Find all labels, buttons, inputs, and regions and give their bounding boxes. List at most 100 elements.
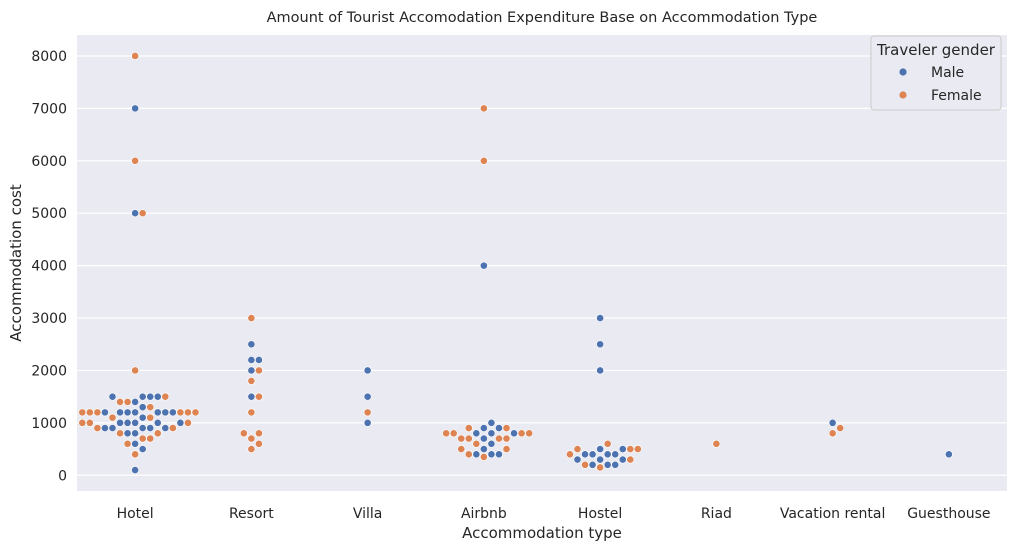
y-tick-label: 8000 xyxy=(31,49,67,65)
data-point-male xyxy=(247,366,256,375)
data-point-male xyxy=(138,413,147,422)
data-point-female xyxy=(247,445,256,453)
x-tick-label: Villa xyxy=(353,506,383,522)
x-tick-label: Vacation rental xyxy=(780,506,886,522)
data-point-male xyxy=(472,429,481,438)
data-point-female xyxy=(247,314,256,322)
data-point-female xyxy=(184,418,192,427)
data-point-male xyxy=(588,450,597,459)
data-point-male xyxy=(131,466,140,474)
data-point-male xyxy=(131,104,140,113)
data-point-female xyxy=(633,445,642,453)
y-tick-label: 3000 xyxy=(31,311,67,327)
data-point-female xyxy=(479,156,488,165)
data-point-male xyxy=(138,403,147,412)
y-axis-title: Accommodation cost xyxy=(7,184,25,342)
y-tick-label: 2000 xyxy=(31,363,67,379)
data-point-male xyxy=(611,460,620,469)
x-tick-label: Guesthouse xyxy=(907,506,990,522)
data-point-male xyxy=(247,356,256,364)
data-point-female xyxy=(472,439,481,448)
data-point-female xyxy=(85,408,94,417)
data-point-female xyxy=(566,450,574,459)
legend: Traveler gender Male Female xyxy=(870,35,1002,111)
data-point-female xyxy=(138,434,147,443)
data-point-female xyxy=(116,429,124,438)
data-point-female xyxy=(131,450,140,459)
data-point-male xyxy=(603,450,612,459)
data-point-female xyxy=(93,424,102,433)
data-point-male xyxy=(596,340,605,349)
data-point-female xyxy=(239,429,248,438)
data-point-male xyxy=(101,408,109,417)
data-point-male xyxy=(479,424,488,433)
data-point-female xyxy=(131,156,140,165)
data-point-female xyxy=(78,408,87,417)
data-point-female xyxy=(255,429,263,438)
data-point-female xyxy=(712,439,721,448)
data-point-male xyxy=(487,439,496,448)
data-point-female xyxy=(176,408,185,417)
data-point-female xyxy=(93,408,102,417)
data-point-male xyxy=(596,455,605,464)
y-tick-label: 1000 xyxy=(31,416,67,432)
data-point-male xyxy=(573,455,582,464)
data-point-female xyxy=(168,424,177,433)
data-point-male xyxy=(146,392,155,401)
data-point-male xyxy=(153,418,162,427)
data-point-female xyxy=(131,366,140,375)
x-tick-label: Resort xyxy=(229,506,274,522)
data-point-male xyxy=(131,439,140,448)
data-point-male xyxy=(944,450,953,459)
data-point-female xyxy=(191,408,200,417)
data-point-female xyxy=(581,460,589,469)
data-point-male xyxy=(161,424,170,433)
data-point-male xyxy=(596,445,605,453)
data-point-male xyxy=(596,314,605,322)
x-axis-title: Accommodation type xyxy=(462,524,622,542)
data-point-male xyxy=(487,450,496,459)
data-point-female xyxy=(457,434,466,443)
data-point-female xyxy=(603,439,612,448)
data-point-female xyxy=(123,397,132,406)
data-point-male xyxy=(510,429,518,438)
data-point-female xyxy=(247,408,256,417)
data-point-female xyxy=(78,418,87,427)
data-point-female xyxy=(464,424,473,433)
data-point-male xyxy=(363,392,372,401)
data-point-male xyxy=(131,209,140,218)
data-point-male xyxy=(472,450,481,459)
x-tick-label: Hostel xyxy=(578,506,622,522)
x-tick-label: Riad xyxy=(701,506,732,522)
data-point-male xyxy=(495,424,503,433)
data-point-male xyxy=(108,392,117,401)
x-axis-ticks: Hotel Resort Villa Airbnb Hostel Riad Vacation… xyxy=(117,506,991,522)
data-point-female xyxy=(363,408,372,417)
data-point-female xyxy=(255,366,263,375)
data-point-female xyxy=(255,439,263,448)
data-point-male xyxy=(828,418,837,427)
x-tick-label: Airbnb xyxy=(461,506,507,522)
data-point-female xyxy=(502,434,511,443)
data-point-female xyxy=(573,445,582,453)
data-point-female xyxy=(464,434,473,443)
data-point-female xyxy=(479,104,488,113)
data-point-male xyxy=(101,424,109,433)
legend-entries: Male Female xyxy=(899,65,982,104)
data-point-female xyxy=(502,445,511,453)
data-point-male xyxy=(116,408,124,417)
data-point-male xyxy=(153,408,162,417)
data-point-female xyxy=(525,429,534,438)
data-point-male xyxy=(123,418,132,427)
data-point-male xyxy=(131,429,140,438)
data-point-female xyxy=(449,429,458,438)
data-point-male xyxy=(161,408,170,417)
legend-marker-male xyxy=(899,68,907,76)
y-tick-label: 4000 xyxy=(31,259,67,275)
data-points xyxy=(78,52,953,474)
data-point-male xyxy=(131,408,140,417)
x-tick-label: Hotel xyxy=(117,506,154,522)
data-point-male xyxy=(479,261,488,270)
data-point-female xyxy=(108,413,117,422)
